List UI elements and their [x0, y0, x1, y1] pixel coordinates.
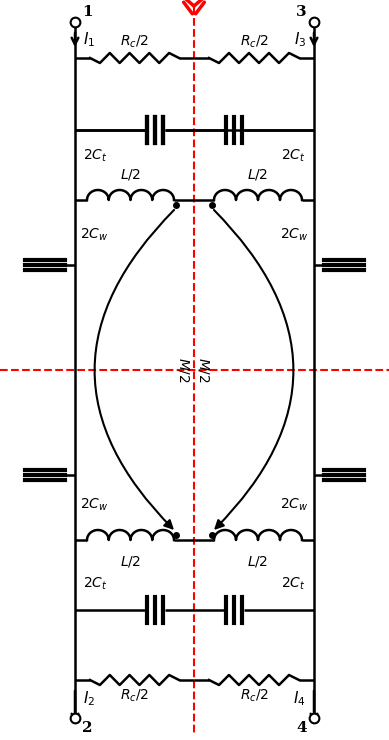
Text: $2C_w$: $2C_w$ — [80, 226, 109, 243]
Text: $L/2$: $L/2$ — [120, 554, 141, 569]
Text: $2C_t$: $2C_t$ — [281, 148, 306, 164]
Text: $2C_w$: $2C_w$ — [280, 226, 309, 243]
Text: $R_c/2$: $R_c/2$ — [240, 688, 268, 704]
Text: $R_c/2$: $R_c/2$ — [120, 33, 149, 50]
Text: $L/2$: $L/2$ — [120, 167, 141, 182]
Text: 4: 4 — [296, 721, 307, 735]
Text: $2C_w$: $2C_w$ — [80, 497, 109, 514]
Text: $M/2$: $M/2$ — [177, 357, 191, 383]
Text: 2: 2 — [82, 721, 93, 735]
Text: $L/2$: $L/2$ — [247, 554, 269, 569]
Text: $2C_w$: $2C_w$ — [280, 497, 309, 514]
Text: $2C_t$: $2C_t$ — [83, 148, 108, 164]
Text: $M/2$: $M/2$ — [196, 357, 212, 383]
Text: 1: 1 — [82, 5, 93, 19]
Text: $I_3$: $I_3$ — [294, 30, 306, 50]
Text: 3: 3 — [296, 5, 307, 19]
Text: $2C_t$: $2C_t$ — [83, 576, 108, 592]
Text: $I_2$: $I_2$ — [83, 690, 95, 708]
Text: $L/2$: $L/2$ — [247, 167, 269, 182]
Text: $I_1$: $I_1$ — [83, 30, 95, 50]
Text: $R_c/2$: $R_c/2$ — [240, 33, 268, 50]
Text: $I_4$: $I_4$ — [293, 690, 306, 708]
FancyArrowPatch shape — [214, 210, 293, 528]
FancyArrowPatch shape — [95, 210, 174, 528]
Text: $2C_t$: $2C_t$ — [281, 576, 306, 592]
Text: $R_c/2$: $R_c/2$ — [120, 688, 149, 704]
